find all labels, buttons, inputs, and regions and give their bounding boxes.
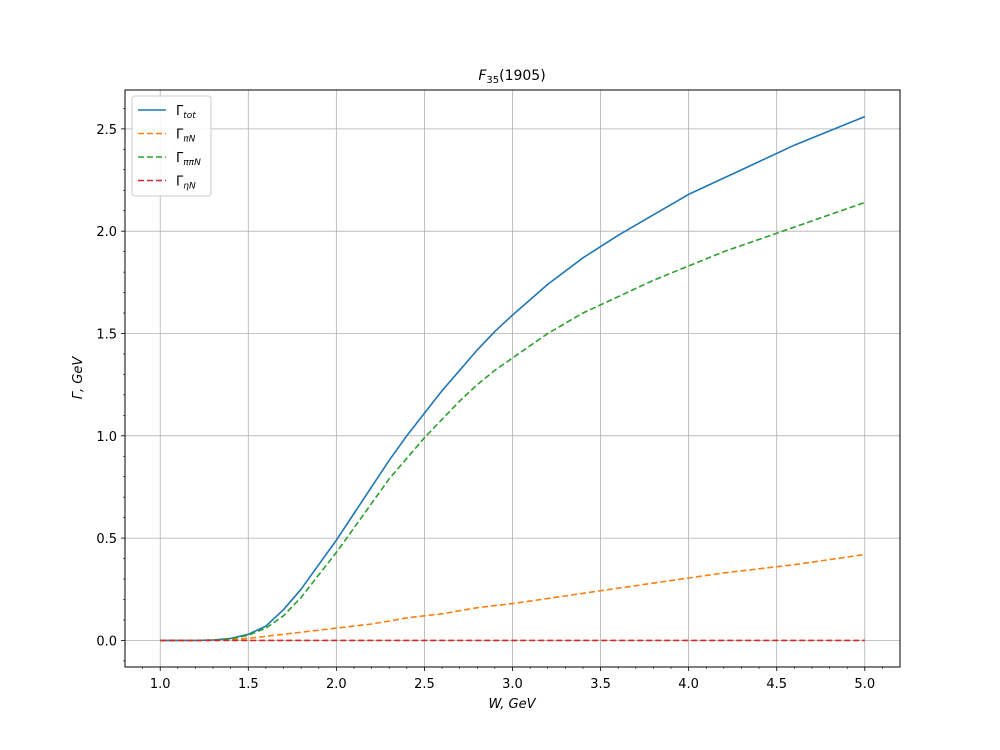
series-line-ππN	[160, 201, 866, 642]
x-tick-label: 3.0	[502, 677, 523, 692]
y-tick-label: 2.5	[96, 123, 117, 138]
series-line-πN	[160, 553, 865, 642]
legend-label: ΓηN	[176, 175, 196, 192]
x-tick-label: 2.5	[414, 677, 435, 692]
grid-lines	[125, 90, 900, 667]
x-tick-label: 2.0	[326, 677, 347, 692]
x-tick-label: 3.5	[590, 677, 611, 692]
y-axis-ticks: 0.0 0.5 1.0 1.5 2.0 2.5	[96, 108, 125, 662]
plot-area	[160, 115, 866, 642]
y-tick-label: 0.5	[96, 532, 117, 547]
series-line-tot	[160, 115, 866, 642]
y-axis-label: Γ, GeV	[71, 356, 86, 400]
chart-title-sub: 35	[486, 75, 499, 86]
chart-title-main: F	[478, 68, 487, 84]
x-tick-label: 4.0	[678, 677, 699, 692]
y-tick-label: 0.0	[96, 634, 117, 649]
legend-label: ΓππN	[176, 151, 201, 168]
y-tick-label: 1.0	[96, 430, 117, 445]
x-axis-label: W, GeV	[488, 697, 536, 712]
legend-label: ΓπN	[176, 128, 196, 145]
legend-box	[131, 95, 212, 197]
x-tick-label: 1.0	[150, 677, 171, 692]
y-tick-label: 2.0	[96, 225, 117, 240]
legend: Γtot ΓπN ΓππN ΓηN	[131, 95, 212, 197]
chart-title-rest: (1905)	[499, 68, 546, 84]
chart-title: F35(1905)	[478, 68, 545, 86]
x-tick-label: 5.0	[854, 677, 875, 692]
x-axis-ticks: 1.0 1.5 2.0 2.5 3.0 3.5 4.0 4.5 5.0	[142, 667, 883, 692]
x-tick-label: 1.5	[238, 677, 259, 692]
y-tick-label: 1.5	[96, 327, 117, 342]
legend-label: Γtot	[176, 104, 196, 121]
x-tick-label: 4.5	[766, 677, 787, 692]
